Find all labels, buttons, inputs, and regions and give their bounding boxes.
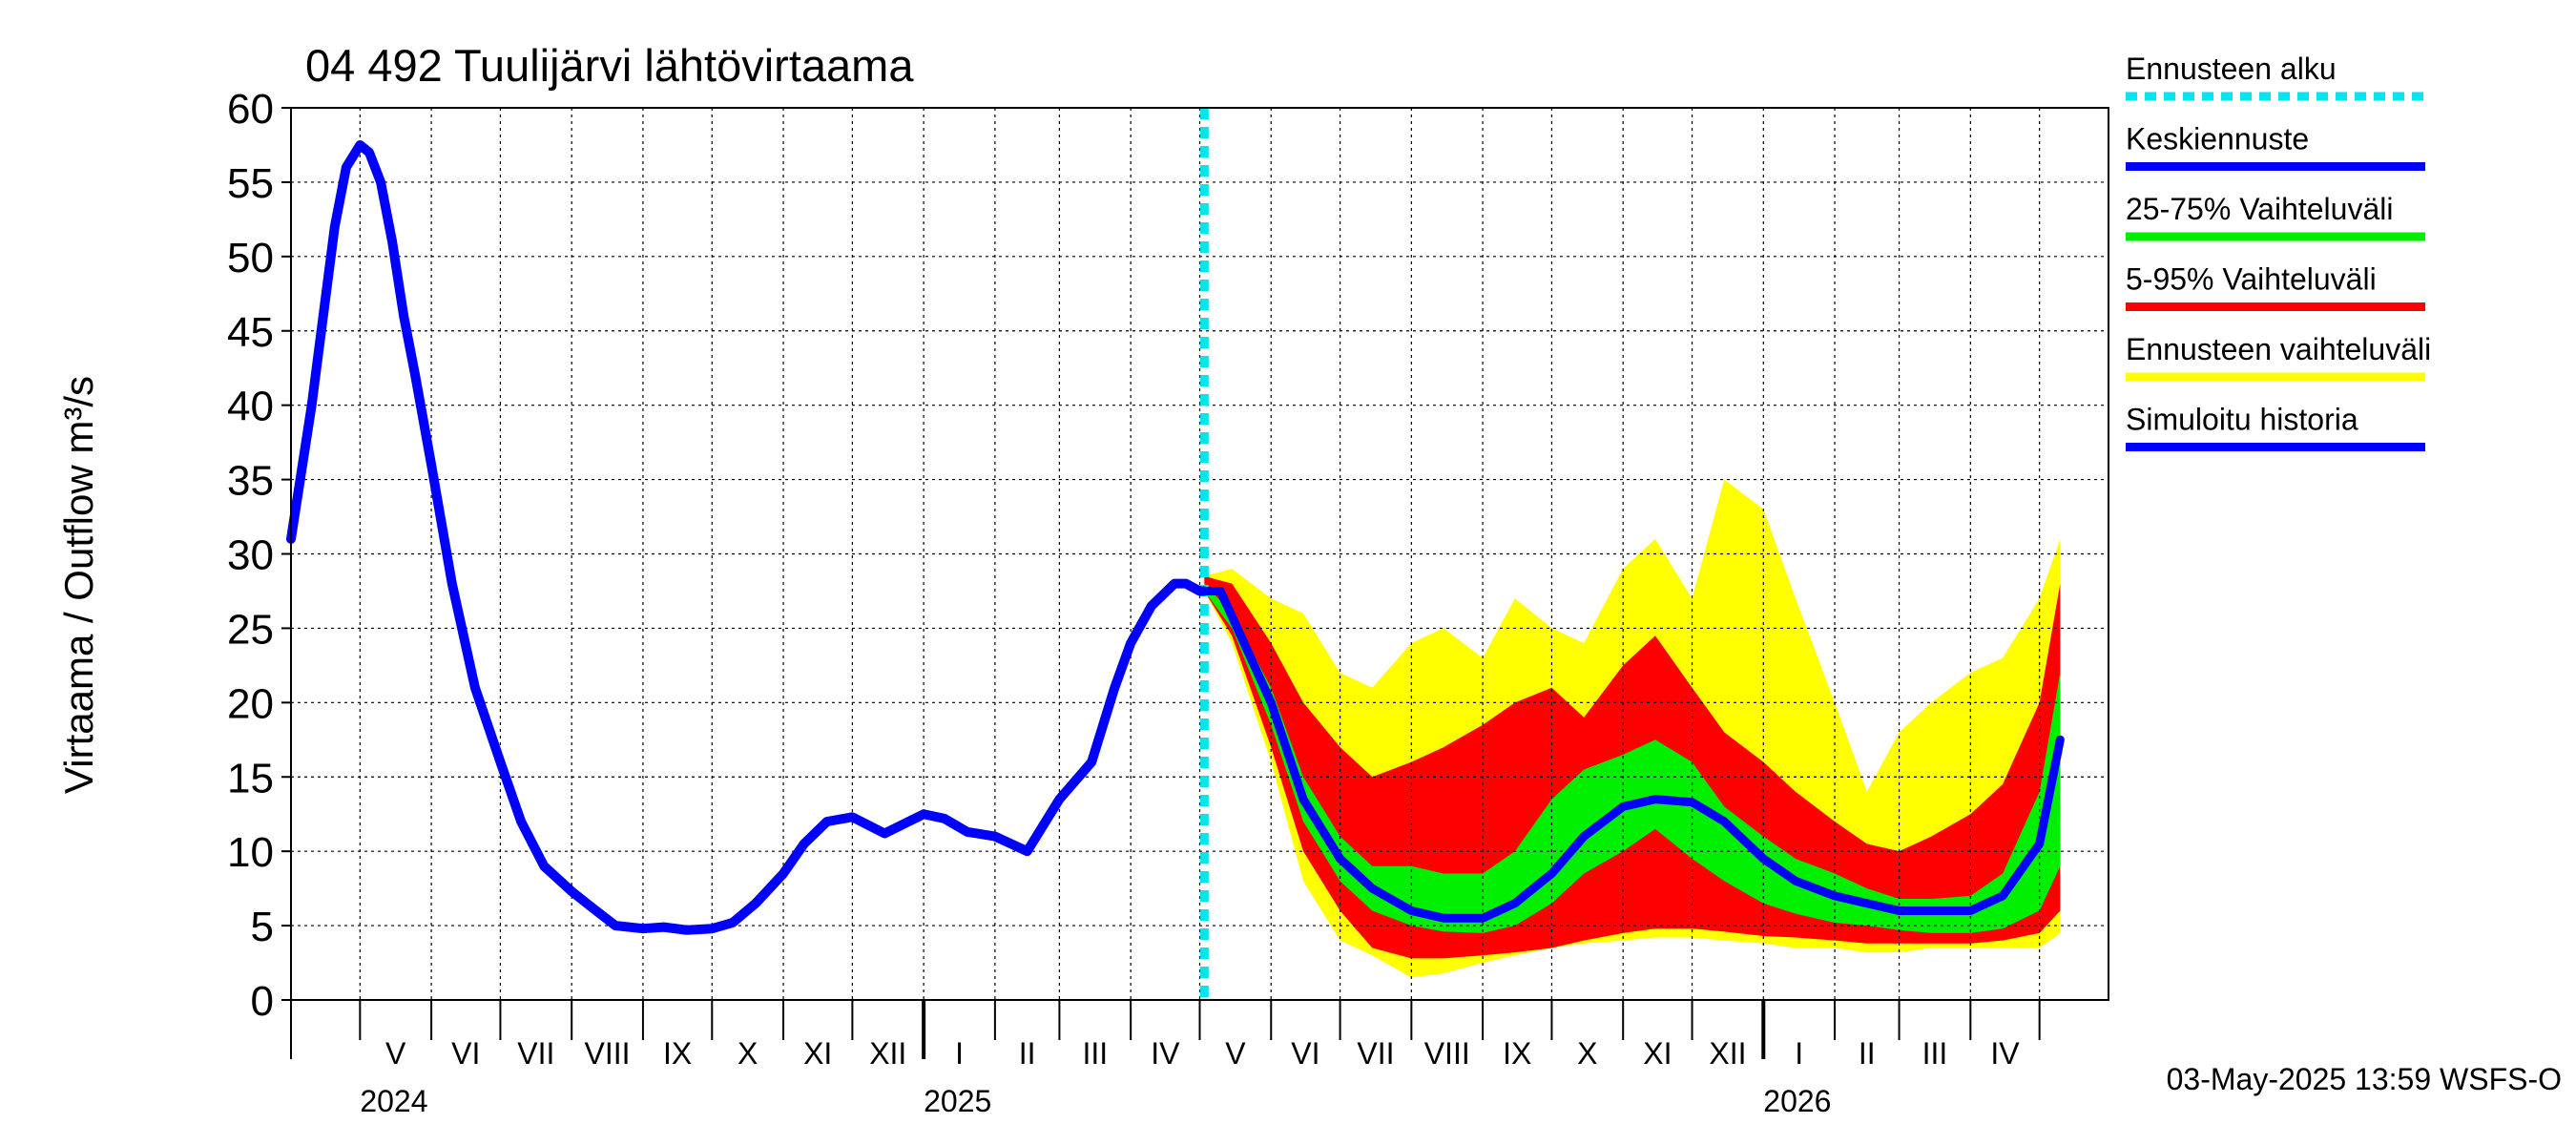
month-label-3: VIII [585, 1036, 631, 1071]
y-tick-label-45: 45 [227, 309, 274, 356]
month-label-20: I [1795, 1036, 1803, 1071]
y-tick-label-10: 10 [227, 829, 274, 876]
month-label-12: V [1225, 1036, 1246, 1071]
y-tick-label-5: 5 [251, 904, 274, 950]
gridlines [291, 108, 2109, 1000]
y-tick-label-30: 30 [227, 532, 274, 579]
month-label-13: VI [1291, 1036, 1319, 1071]
band-25-75-area [1204, 583, 2061, 933]
y-tick-label-40: 40 [227, 384, 274, 430]
legend-label-history: Simuloitu historia [2126, 403, 2358, 437]
month-label-14: VII [1357, 1036, 1394, 1071]
year-label-2026: 2026 [1763, 1084, 1831, 1118]
month-label-22: III [1922, 1036, 1948, 1071]
y-tick-label-15: 15 [227, 755, 274, 802]
month-label-0: V [385, 1036, 406, 1071]
history-line [286, 139, 1210, 935]
month-label-18: XI [1643, 1036, 1672, 1071]
month-label-16: IX [1503, 1036, 1531, 1071]
y-tick-label-25: 25 [227, 606, 274, 653]
y-tick-label-35: 35 [227, 458, 274, 505]
month-label-15: VIII [1424, 1036, 1470, 1071]
y-tick-label-60: 60 [227, 86, 274, 133]
y-axis-ticks: 0 5 10 15 20 25 30 35 40 45 50 55 60 [227, 86, 291, 1025]
year-label-2024: 2024 [360, 1084, 427, 1118]
legend: Ennusteen alku Keskiennuste 25-75% Vaihtel… [2126, 52, 2431, 451]
chart-title: 04 492 Tuulijärvi lähtövirtaama [305, 40, 914, 91]
month-label-2: VII [517, 1036, 554, 1071]
y-tick-label-20: 20 [227, 680, 274, 727]
x-axis: V VI VII VIII IX X XI XII I II III IV V VI VII VIII IX X X… [290, 1000, 2041, 1118]
month-label-7: XII [869, 1036, 906, 1071]
legend-label-band-5-95: 5-95% Vaihteluväli [2126, 262, 2377, 297]
y-tick-label-55: 55 [227, 160, 274, 207]
y-tick-label-0: 0 [251, 978, 274, 1025]
month-label-1: VI [451, 1036, 480, 1071]
month-label-21: II [1859, 1036, 1876, 1071]
y-tick-label-50: 50 [227, 235, 274, 281]
month-label-19: XII [1709, 1036, 1746, 1071]
month-label-17: X [1577, 1036, 1597, 1071]
series-lines [286, 108, 2065, 1000]
median-line [1199, 586, 2065, 923]
month-label-5: X [737, 1036, 758, 1071]
month-label-6: XI [803, 1036, 832, 1071]
month-label-9: II [1019, 1036, 1036, 1071]
month-label-4: IX [663, 1036, 692, 1071]
forecast-bands [1204, 479, 2061, 978]
legend-label-band-25-75: 25-75% Vaihteluväli [2126, 192, 2393, 226]
y-axis-label: Virtaama / Outflow m³/s [56, 376, 101, 794]
year-label-2025: 2025 [924, 1084, 991, 1118]
month-label-23: IV [1990, 1036, 2020, 1071]
month-label-11: IV [1151, 1036, 1180, 1071]
legend-label-band-full: Ennusteen vaihteluväli [2126, 332, 2431, 366]
month-label-10: III [1082, 1036, 1108, 1071]
footer-timestamp: 03-May-2025 13:59 WSFS-O [2167, 1062, 2562, 1096]
legend-label-median: Keskiennuste [2126, 122, 2309, 156]
month-label-8: I [955, 1036, 964, 1071]
legend-label-forecast-start: Ennusteen alku [2126, 52, 2337, 86]
